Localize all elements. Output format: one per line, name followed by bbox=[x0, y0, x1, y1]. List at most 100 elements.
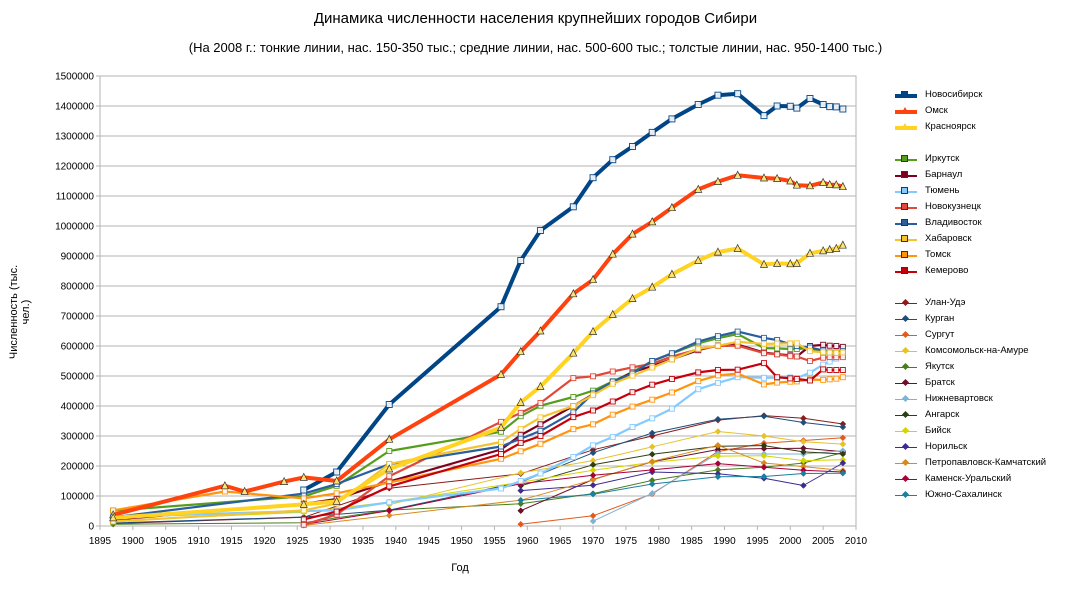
data-point bbox=[820, 354, 827, 361]
data-point bbox=[793, 353, 800, 360]
data-point bbox=[825, 179, 834, 188]
data-point bbox=[570, 414, 577, 421]
data-point bbox=[760, 334, 767, 341]
data-point bbox=[695, 338, 702, 345]
data-point bbox=[806, 369, 813, 376]
data-point bbox=[760, 112, 768, 120]
data-point bbox=[498, 485, 505, 492]
x-tick-label: 1930 bbox=[319, 536, 342, 547]
data-point bbox=[774, 379, 781, 386]
data-point bbox=[569, 348, 578, 357]
data-point bbox=[628, 293, 637, 302]
data-point bbox=[629, 389, 636, 396]
data-point bbox=[760, 452, 768, 460]
data-point bbox=[668, 356, 675, 363]
legend-label: Владивосток bbox=[925, 217, 982, 228]
data-point bbox=[498, 439, 505, 445]
y-tick-label: 900000 bbox=[61, 252, 95, 263]
legend-label: Улан-Удэ bbox=[925, 297, 966, 308]
x-tick-label: 1960 bbox=[516, 536, 539, 547]
x-tick-label: 1965 bbox=[549, 536, 572, 547]
legend-label: Кемерово bbox=[925, 265, 969, 276]
y-tick-label: 0 bbox=[88, 522, 94, 533]
data-point bbox=[773, 258, 782, 267]
data-point bbox=[787, 375, 794, 382]
data-point bbox=[734, 366, 741, 373]
data-point bbox=[629, 372, 636, 379]
data-point bbox=[774, 345, 781, 352]
data-point bbox=[714, 379, 721, 386]
data-point bbox=[839, 367, 846, 373]
data-point bbox=[760, 340, 767, 347]
data-point bbox=[609, 411, 616, 418]
data-point bbox=[333, 508, 340, 515]
data-point bbox=[773, 102, 781, 110]
y-tick-label: 100000 bbox=[61, 492, 95, 503]
data-point bbox=[714, 415, 722, 423]
y-tick-label: 200000 bbox=[61, 462, 95, 473]
data-point bbox=[832, 180, 841, 189]
data-point bbox=[590, 392, 597, 399]
data-point bbox=[589, 517, 597, 525]
legend-marker bbox=[901, 107, 909, 114]
data-point bbox=[588, 274, 598, 284]
data-point bbox=[517, 448, 524, 455]
data-point bbox=[589, 174, 597, 182]
data-point bbox=[648, 429, 656, 437]
data-point bbox=[496, 422, 506, 431]
data-point bbox=[609, 398, 616, 405]
legend-marker bbox=[901, 235, 908, 242]
data-point bbox=[800, 438, 807, 446]
data-point bbox=[497, 303, 505, 311]
x-tick-label: 1970 bbox=[582, 536, 605, 547]
data-point bbox=[667, 269, 676, 278]
y-tick-label: 1300000 bbox=[55, 132, 94, 143]
data-point bbox=[714, 452, 722, 460]
data-point bbox=[300, 507, 307, 514]
y-tick-label: 1100000 bbox=[56, 192, 95, 203]
data-point bbox=[714, 367, 721, 373]
data-point bbox=[536, 381, 545, 390]
data-point bbox=[820, 376, 827, 383]
data-point bbox=[786, 259, 795, 268]
x-tick-label: 1945 bbox=[418, 536, 441, 547]
legend-marker bbox=[901, 267, 908, 274]
data-point bbox=[648, 466, 656, 474]
data-point bbox=[590, 373, 597, 380]
data-point bbox=[648, 480, 656, 488]
legend-label: Бийск bbox=[925, 425, 951, 436]
data-point bbox=[536, 326, 545, 335]
data-point bbox=[668, 115, 676, 123]
data-point bbox=[826, 342, 833, 349]
data-point bbox=[537, 470, 544, 477]
data-point bbox=[649, 381, 656, 388]
legend-marker bbox=[901, 155, 908, 162]
data-point bbox=[517, 487, 525, 494]
legend-label: Петропавловск-Камчатский bbox=[925, 457, 1047, 468]
data-point bbox=[826, 349, 833, 356]
data-point bbox=[537, 414, 544, 421]
data-point bbox=[517, 469, 525, 477]
data-point bbox=[668, 376, 675, 382]
data-point bbox=[694, 184, 703, 193]
legend-label: Омск bbox=[925, 105, 948, 116]
data-point bbox=[280, 476, 289, 485]
legend-label: Курган bbox=[925, 313, 955, 324]
data-point bbox=[714, 372, 721, 379]
legend-marker bbox=[901, 203, 908, 210]
data-point bbox=[760, 463, 768, 471]
data-point bbox=[787, 340, 794, 347]
x-tick-label: 1895 bbox=[89, 536, 112, 547]
legend-label: Норильск bbox=[925, 441, 968, 452]
data-point bbox=[109, 513, 118, 522]
data-point bbox=[537, 440, 544, 447]
data-point bbox=[385, 434, 394, 443]
data-point bbox=[589, 481, 597, 489]
x-tick-label: 1905 bbox=[155, 536, 178, 547]
data-point bbox=[517, 507, 525, 515]
data-point bbox=[648, 489, 656, 497]
data-point bbox=[648, 128, 656, 136]
y-tick-label: 500000 bbox=[61, 372, 95, 383]
data-point bbox=[826, 103, 834, 111]
